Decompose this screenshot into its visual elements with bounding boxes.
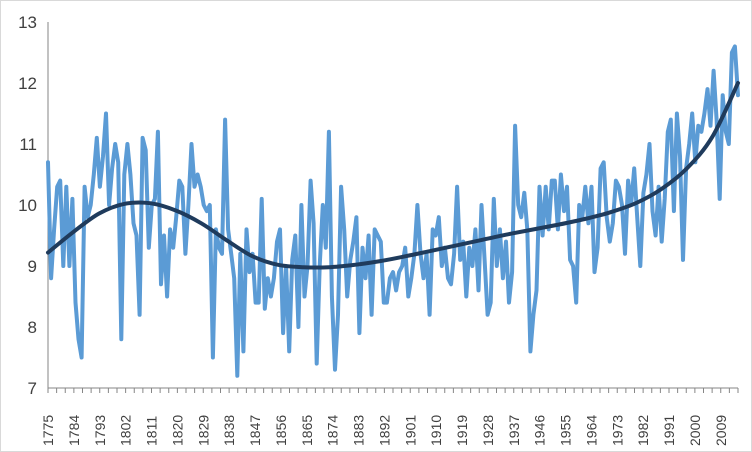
x-tick-label-1847: 1847 <box>247 415 263 446</box>
y-tick-label-10: 10 <box>18 196 37 215</box>
x-tick-label-1883: 1883 <box>351 415 367 446</box>
y-tick-label-13: 13 <box>18 13 37 32</box>
x-tick-label-1973: 1973 <box>609 415 625 446</box>
x-tick-label-1856: 1856 <box>273 415 289 446</box>
plot-area <box>46 44 740 378</box>
y-axis-labels: 7 8 9 10 11 12 13 <box>18 13 37 398</box>
x-tick-label-1964: 1964 <box>583 415 599 446</box>
temperature-series-line <box>46 44 740 378</box>
x-tick-label-1991: 1991 <box>661 415 677 446</box>
x-axis-ticks: 1775 1784 1793 1802 1811 1820 1829 1838 1847 1856… <box>40 388 739 446</box>
x-tick-label-1910: 1910 <box>428 415 444 446</box>
trend-line <box>46 81 740 270</box>
y-tick-label-11: 11 <box>19 135 37 154</box>
x-tick-label-1784: 1784 <box>66 415 82 446</box>
y-tick-label-8: 8 <box>28 318 37 337</box>
x-tick-label-1919: 1919 <box>454 415 470 446</box>
x-tick-label-1811: 1811 <box>144 416 160 446</box>
x-tick-label-1865: 1865 <box>299 415 315 446</box>
x-tick-label-2009: 2009 <box>713 415 729 446</box>
x-tick-label-2000: 2000 <box>687 415 703 446</box>
x-tick-label-1946: 1946 <box>532 415 548 446</box>
x-tick-label-1937: 1937 <box>506 415 522 446</box>
y-tick-label-9: 9 <box>28 257 37 276</box>
x-tick-label-1775: 1775 <box>40 415 56 446</box>
y-tick-label-7: 7 <box>28 379 37 398</box>
x-tick-label-1928: 1928 <box>480 415 496 446</box>
x-tick-label-1901: 1901 <box>402 415 418 446</box>
x-tick-label-1892: 1892 <box>376 415 392 446</box>
x-tick-label-1874: 1874 <box>325 415 341 446</box>
x-tick-label-1982: 1982 <box>635 415 651 446</box>
x-tick-label-1829: 1829 <box>195 415 211 446</box>
x-tick-label-1802: 1802 <box>118 415 134 446</box>
x-tick-label-1838: 1838 <box>221 415 237 446</box>
y-tick-label-12: 12 <box>18 74 37 93</box>
x-tick-label-1955: 1955 <box>558 415 574 446</box>
x-tick-label-1793: 1793 <box>92 415 108 446</box>
x-tick-label-1820: 1820 <box>169 415 185 446</box>
